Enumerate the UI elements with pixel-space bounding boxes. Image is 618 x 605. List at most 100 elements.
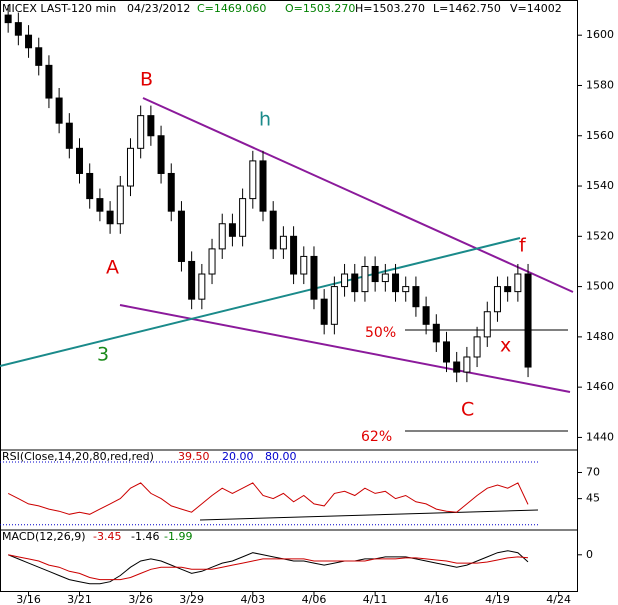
candle-body — [14, 22, 22, 36]
candle-body — [514, 273, 522, 293]
candle-body — [422, 306, 430, 325]
annotation: B — [140, 69, 153, 91]
rsi-trend-line — [199, 509, 539, 521]
indicator-line — [7, 482, 529, 515]
candle-body — [412, 286, 420, 308]
x-tick-label: 3/21 — [67, 593, 92, 605]
candle-body — [96, 198, 104, 212]
y-tick-label: 1560 — [586, 129, 614, 142]
macd-header: -3.45 — [93, 530, 121, 543]
candle-body — [86, 172, 94, 200]
header-text: H=1503.270 — [355, 2, 425, 15]
header-text: V=14002 — [510, 2, 562, 15]
candle-body — [392, 273, 400, 293]
candle-body — [483, 311, 491, 338]
candle-body — [259, 160, 267, 212]
candle-body — [116, 185, 124, 225]
trend-line — [119, 304, 571, 393]
header-text: MICEX LAST-120 min — [2, 2, 116, 15]
rsi-header: RSI(Close,14,20,80,red,red) — [2, 450, 154, 463]
candle-body — [157, 135, 165, 174]
header-text: 04/23/2012 — [127, 2, 190, 15]
header: MICEX LAST-120 min 04/23/2012 C=1469.060… — [2, 2, 562, 543]
annotation: A — [106, 257, 119, 279]
indicator-line — [8, 550, 529, 585]
macd-header: MACD(12,26,9) — [2, 530, 86, 543]
annotation: f — [519, 235, 527, 257]
candle-body — [473, 336, 481, 358]
frame — [0, 0, 578, 592]
x-tick-label: 4/06 — [302, 593, 327, 605]
candle-body — [76, 147, 84, 174]
candle-body — [4, 14, 12, 24]
candle-body — [188, 260, 196, 300]
y-tick-label: 1440 — [586, 430, 614, 443]
y-tick-label: 1500 — [586, 280, 614, 293]
candle-body — [126, 147, 134, 187]
rsi-header: 39.50 — [178, 450, 210, 463]
y-tick-label: 1520 — [586, 229, 614, 242]
annotations: A B h f x C 3 50% 62% — [97, 69, 527, 446]
y-tick-label: 0 — [586, 548, 593, 561]
y-tick-label: 1540 — [586, 179, 614, 192]
candle-body — [402, 286, 410, 293]
candle-body — [361, 265, 369, 293]
macd-header: -1.99 — [164, 530, 192, 543]
macd-header: -1.46 — [131, 530, 159, 543]
header-text: C=1469.060 — [197, 2, 266, 15]
candle-body — [351, 273, 359, 293]
y-tick-label: 1480 — [586, 330, 614, 343]
candle-body — [493, 286, 501, 313]
candle-body — [198, 273, 206, 300]
candle-body — [106, 210, 114, 225]
candle-body — [35, 47, 43, 66]
candle-body — [330, 286, 338, 325]
x-tick-label: 3/26 — [128, 593, 153, 605]
candle-body — [65, 122, 73, 149]
candle-body — [269, 210, 277, 250]
candle-body — [341, 273, 349, 288]
trend-line — [0, 237, 521, 367]
candle-body — [228, 223, 236, 237]
candle-body — [208, 248, 216, 275]
candle-body — [381, 273, 389, 283]
candle-body — [177, 210, 185, 262]
candle-body — [25, 34, 33, 49]
header-text: L=1462.750 — [433, 2, 501, 15]
candle-body — [249, 160, 257, 200]
y-tick-label: 1580 — [586, 78, 614, 91]
rsi-header: 80.00 — [265, 450, 297, 463]
candle-body — [442, 341, 450, 363]
candle-body — [300, 255, 308, 275]
candle-body — [45, 64, 53, 99]
candle-body — [290, 235, 298, 275]
candle-body — [137, 115, 145, 149]
candle-body — [371, 265, 379, 283]
x-tick-label: 4/11 — [363, 593, 388, 605]
x-tick-label: 4/16 — [424, 593, 449, 605]
trend-line — [142, 97, 574, 293]
annotation: h — [259, 109, 271, 131]
rsi-header: 20.00 — [222, 450, 254, 463]
x-tick-label: 4/19 — [485, 593, 510, 605]
candle-body — [279, 235, 287, 250]
x-tick-label: 4/24 — [546, 593, 571, 605]
candle-body — [218, 223, 226, 250]
candle-body — [147, 115, 155, 137]
y-tick-label: 70 — [586, 465, 600, 478]
annotation: 50% — [365, 325, 396, 341]
candle-body — [463, 356, 471, 373]
candle-body — [320, 298, 328, 325]
x-tick-label: 3/29 — [179, 593, 204, 605]
candle-body — [239, 198, 247, 237]
candle-body — [432, 323, 440, 343]
x-tick-label: 3/16 — [16, 593, 41, 605]
annotation: x — [500, 335, 511, 357]
header-text: O=1503.270 — [285, 2, 355, 15]
annotation: 62% — [361, 429, 392, 445]
x-tick-label: 4/03 — [240, 593, 265, 605]
candle-body — [55, 97, 63, 124]
candle-body — [310, 255, 318, 300]
